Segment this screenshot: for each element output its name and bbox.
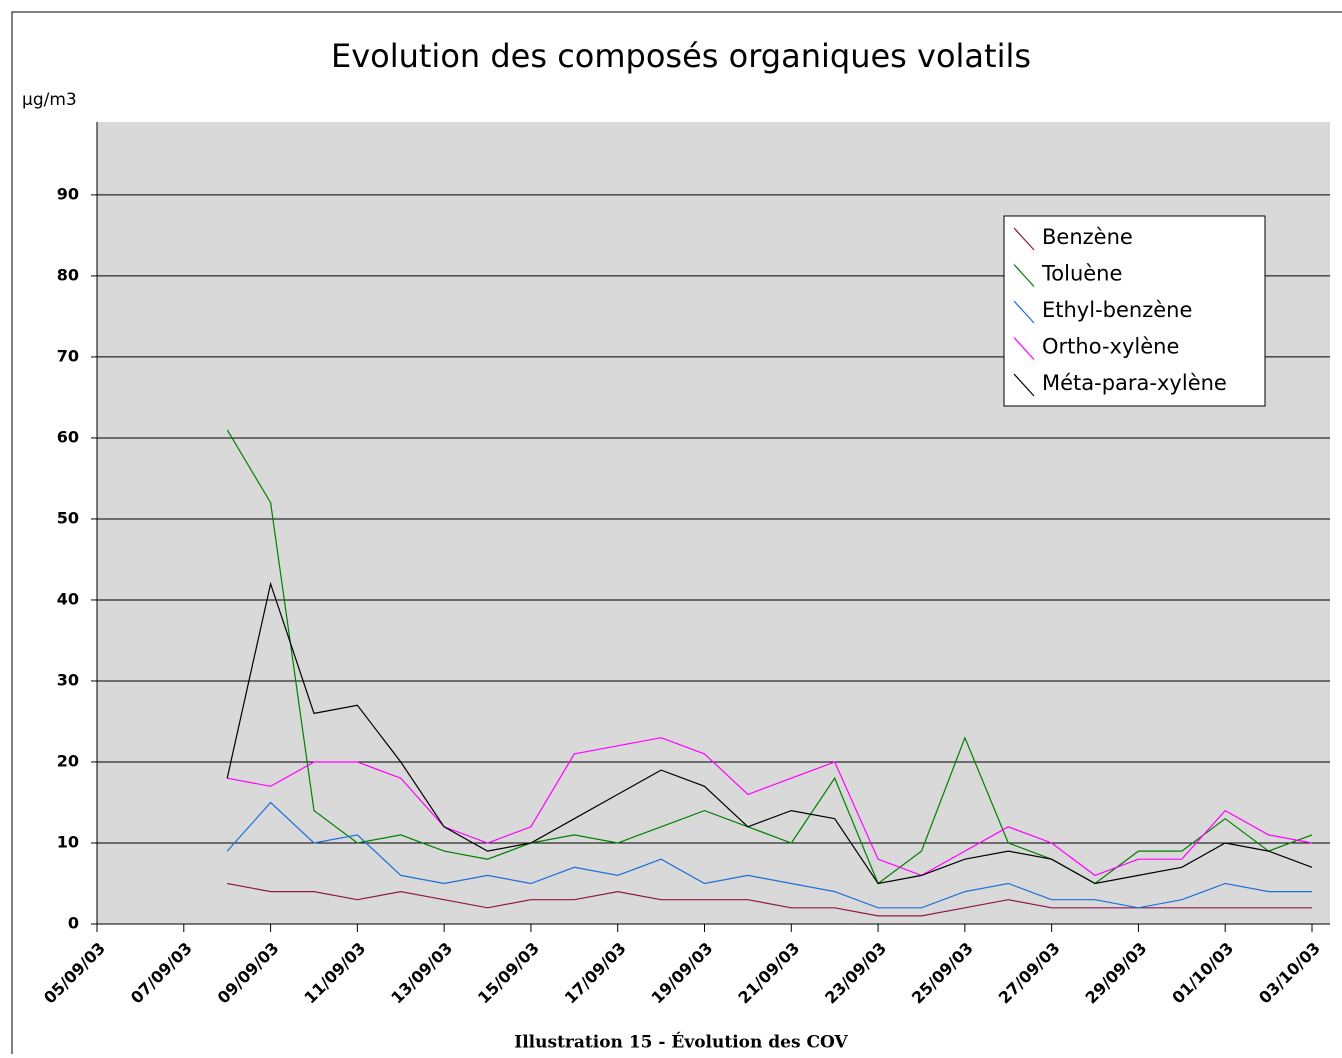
- legend-swatch: [1013, 337, 1035, 360]
- legend-swatch: [1013, 264, 1035, 287]
- x-tick-label: 25/09/03: [908, 939, 977, 1008]
- legend-label: Ethyl-benzène: [1042, 298, 1192, 322]
- legend-label: Ortho-xylène: [1042, 335, 1179, 359]
- x-tick-label: 07/09/03: [127, 939, 196, 1008]
- x-tick-label: 05/09/03: [40, 939, 109, 1008]
- y-tick-label: 80: [57, 265, 79, 284]
- x-tick-label: 03/10/03: [1255, 939, 1324, 1008]
- series-line: [226, 801, 1312, 909]
- caption: Illustration 15 - Évolution des COV: [514, 1032, 848, 1053]
- x-tick-label: 29/09/03: [1082, 939, 1151, 1008]
- x-tick-label: 15/09/03: [474, 939, 543, 1008]
- legend-label: Benzène: [1042, 225, 1133, 249]
- x-tick-label: 11/09/03: [300, 939, 369, 1008]
- y-tick-label: 10: [57, 832, 79, 851]
- series-line: [226, 581, 1313, 885]
- legend-label: Toluène: [1041, 262, 1122, 286]
- y-tick-label: 0: [68, 914, 79, 933]
- legend-swatch: [1013, 373, 1035, 397]
- y-tick-label: 40: [57, 589, 79, 608]
- legend-label: Méta-para-xylène: [1042, 371, 1227, 395]
- y-axis-label: µg/m3: [22, 90, 77, 110]
- y-tick-label: 30: [57, 670, 79, 689]
- series-line: [227, 882, 1312, 917]
- frame: [11, 11, 1342, 1054]
- x-tick-label: 17/09/03: [561, 939, 630, 1008]
- legend-swatch: [1013, 300, 1035, 324]
- x-tick-label: 23/09/03: [821, 939, 890, 1008]
- x-tick-label: 21/09/03: [734, 939, 803, 1008]
- x-tick-label: 27/09/03: [995, 939, 1064, 1008]
- y-tick-label: 60: [57, 427, 79, 446]
- chart-title: Evolution des composés organiques volati…: [331, 37, 1031, 75]
- x-tick-label: 09/09/03: [214, 939, 283, 1008]
- series-line: [226, 429, 1313, 885]
- y-tick-label: 50: [57, 508, 79, 527]
- x-tick-label: 13/09/03: [387, 939, 456, 1008]
- y-tick-label: 90: [57, 184, 79, 203]
- y-tick-label: 70: [57, 346, 79, 365]
- legend-swatch: [1013, 227, 1035, 251]
- x-tick-label: 19/09/03: [648, 939, 717, 1008]
- x-tick-label: 01/10/03: [1168, 939, 1237, 1008]
- y-tick-label: 20: [57, 751, 79, 770]
- legend-box: [1003, 215, 1266, 407]
- series-line: [227, 737, 1313, 877]
